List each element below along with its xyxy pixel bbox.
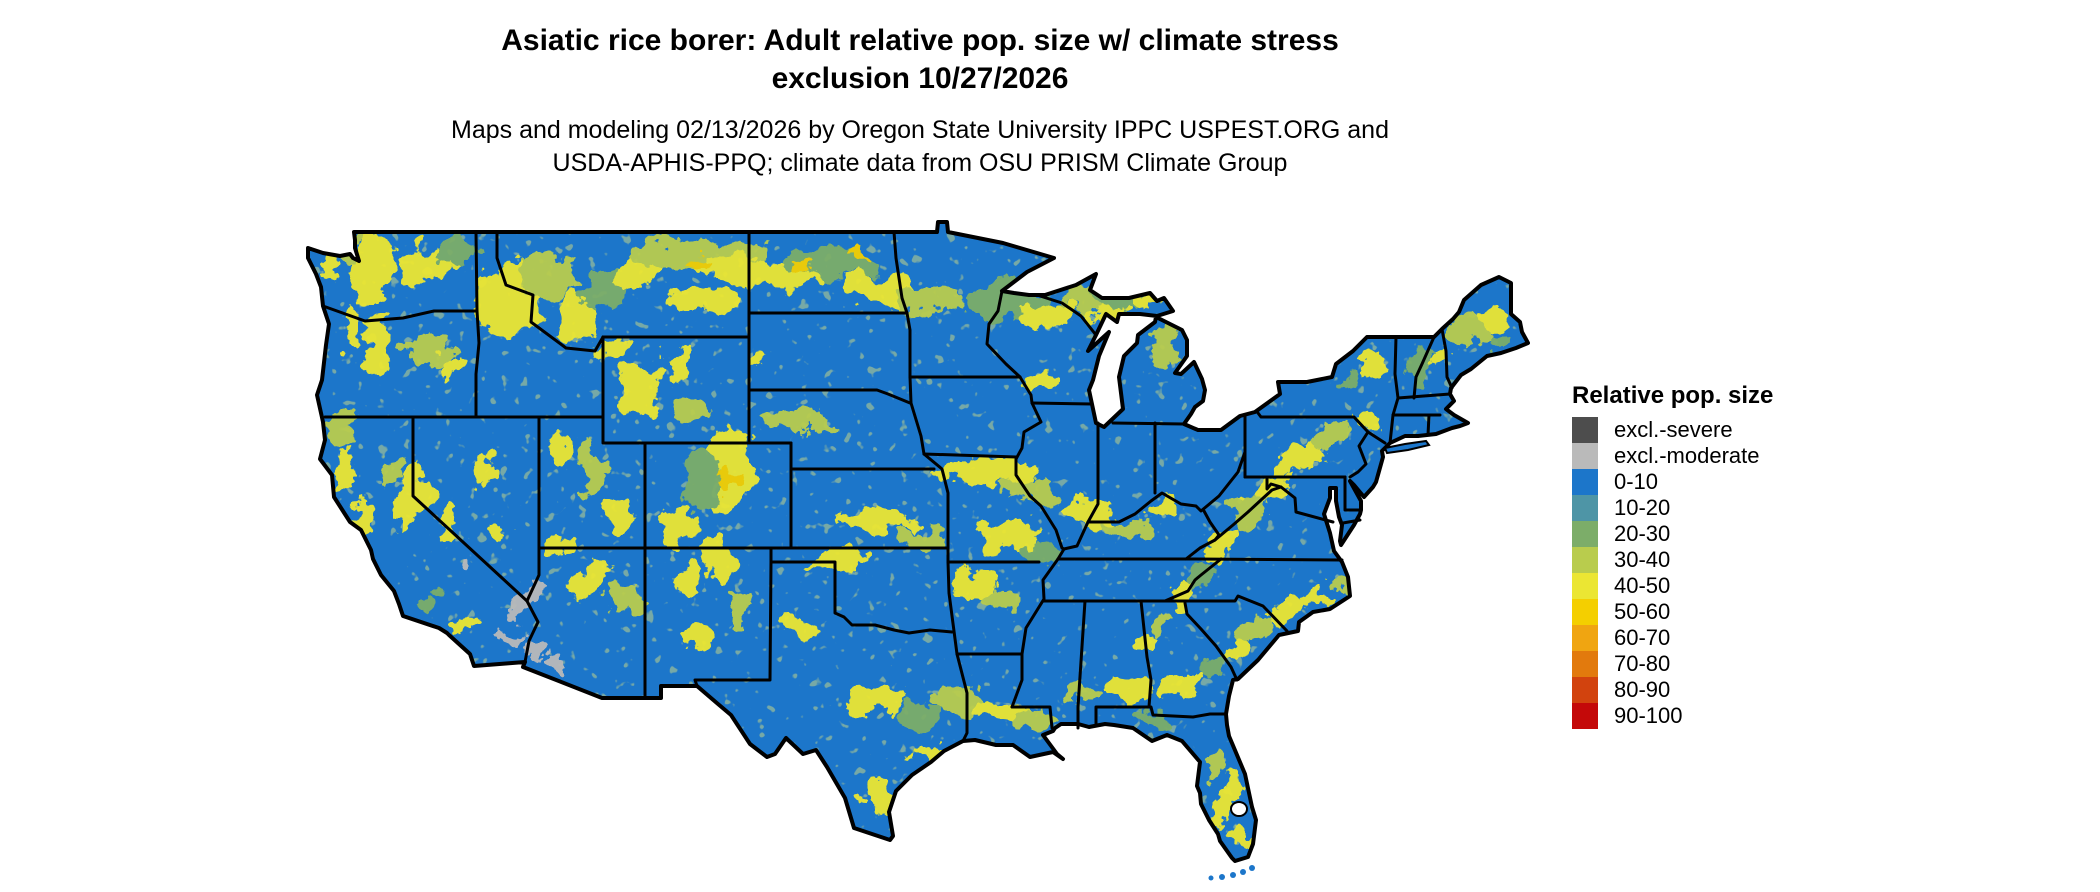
legend-item: 50-60 [1572, 599, 1773, 625]
state-border-line [321, 304, 479, 323]
state-border-line [1366, 430, 1387, 445]
legend-label: 50-60 [1614, 599, 1671, 624]
state-border-line [693, 560, 773, 688]
state-border-line [985, 289, 1022, 379]
legend-item: 10-20 [1572, 495, 1773, 521]
state-border-line [1265, 475, 1335, 524]
legend-label: 90-100 [1614, 703, 1683, 728]
header: Asiatic rice borer: Adult relative pop. … [0, 22, 1840, 180]
legend-label: 10-20 [1614, 495, 1671, 520]
legend-label: 0-10 [1614, 469, 1659, 494]
pop-texture-blobs [308, 222, 1528, 861]
legend-swatch [1572, 469, 1598, 495]
legend-swatch [1572, 573, 1598, 599]
state-border-line [1412, 335, 1436, 400]
state-border-line [1056, 557, 1344, 562]
legend-label: 40-50 [1614, 573, 1671, 598]
legend-item: 20-30 [1572, 521, 1773, 547]
legend-swatch [1572, 495, 1598, 521]
legend-swatch [1572, 651, 1598, 677]
legend-label: excl.-moderate [1614, 443, 1760, 468]
legend-swatch [1572, 521, 1598, 547]
legend-label: 70-80 [1614, 651, 1671, 676]
state-borders [321, 230, 1454, 743]
page-subtitle: Maps and modeling 02/13/2026 by Oregon S… [0, 114, 1840, 180]
legend-label: 30-40 [1614, 547, 1671, 572]
state-border-line [1256, 411, 1370, 479]
state-border-line [1030, 401, 1094, 406]
legend-items: excl.-severe excl.-moderate 0-10 10-20 20-30… [1572, 417, 1773, 729]
state-border-line [1396, 392, 1452, 400]
legend-item: excl.-severe [1572, 417, 1773, 443]
subtitle-line2: USDA-APHIS-PPQ; climate data from OSU PR… [552, 149, 1288, 177]
state-border-line [908, 375, 926, 456]
state-border-line [1010, 705, 1054, 730]
state-border-line [1163, 557, 1223, 603]
legend-swatch [1572, 599, 1598, 625]
legend-swatch [1572, 417, 1598, 443]
legend-item: 80-90 [1572, 677, 1773, 703]
legend-swatch [1572, 677, 1598, 703]
state-border-line [747, 388, 912, 405]
state-border-line [474, 230, 479, 313]
state-border-line [1393, 335, 1400, 400]
state-border-line [495, 230, 605, 353]
legend-title: Relative pop. size [1572, 382, 1774, 409]
subtitle-line1: Maps and modeling 02/13/2026 by Oregon S… [451, 116, 1389, 144]
legend-swatch [1572, 703, 1598, 729]
state-border-line [1094, 705, 1228, 727]
florida-keys [1208, 865, 1255, 881]
legend: Relative pop. size excl.-severe excl.-mod… [1572, 383, 1773, 729]
state-border-line [411, 415, 540, 664]
state-border-line [1213, 485, 1283, 542]
state-border-line [474, 309, 481, 419]
long-island [1383, 439, 1431, 455]
legend-swatch [1572, 625, 1598, 651]
state-border-line [1035, 293, 1098, 337]
state-border-line [1440, 327, 1454, 390]
state-border-line [955, 652, 969, 743]
legend-label: excl.-severe [1614, 417, 1733, 442]
legend-item: 70-80 [1572, 651, 1773, 677]
legend-item: 30-40 [1572, 547, 1773, 573]
legend-label: 60-70 [1614, 625, 1671, 650]
state-border-line [1139, 599, 1153, 709]
page-title: Asiatic rice borer: Adult relative pop. … [0, 22, 1840, 98]
state-border-line [922, 452, 1018, 459]
state-border-line [1183, 601, 1239, 682]
legend-item: excl.-moderate [1572, 443, 1773, 469]
state-border-line [905, 311, 912, 379]
legend-item: 40-50 [1572, 573, 1773, 599]
legend-label: 20-30 [1614, 521, 1671, 546]
title-line2: exclusion 10/27/2026 [771, 62, 1069, 95]
state-border-line [892, 230, 909, 315]
lake-okeechobee [1230, 801, 1248, 817]
state-border-line [1189, 594, 1289, 633]
title-line1: Asiatic rice borer: Adult relative pop. … [501, 24, 1339, 57]
state-border-line [1076, 599, 1087, 730]
legend-item: 90-100 [1572, 703, 1773, 729]
legend-item: 60-70 [1572, 625, 1773, 651]
legend-swatch [1572, 443, 1598, 469]
state-border-line [922, 452, 950, 564]
state-border-line [1086, 450, 1247, 524]
state-border-line [1010, 375, 1066, 709]
state-border-line [525, 546, 541, 603]
legend-item: 0-10 [1572, 469, 1773, 495]
state-border-line [946, 560, 959, 656]
state-border-line [601, 335, 793, 445]
legend-swatch [1572, 547, 1598, 573]
state-border-line [1111, 421, 1186, 426]
state-border-line [1343, 475, 1363, 512]
state-border-line [769, 546, 954, 635]
state-border-line [1391, 413, 1442, 437]
legend-label: 80-90 [1614, 677, 1671, 702]
